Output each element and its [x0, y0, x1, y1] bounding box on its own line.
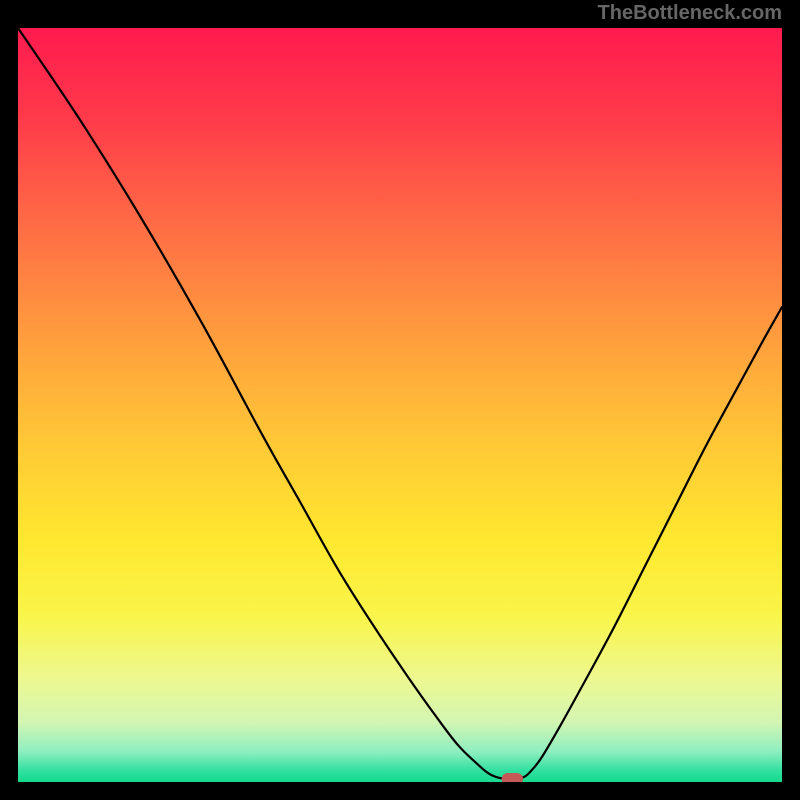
optimum-marker [502, 773, 523, 782]
watermark-text: TheBottleneck.com [598, 2, 782, 25]
chart-container [18, 28, 782, 782]
chart-background [18, 28, 782, 782]
chart-svg [18, 28, 782, 782]
